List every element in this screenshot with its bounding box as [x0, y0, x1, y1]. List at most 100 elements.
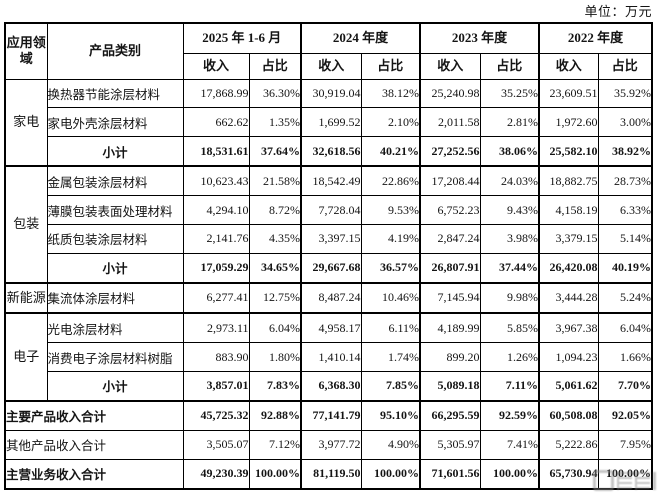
row-label: 小计: [46, 136, 184, 167]
watermark-logo-icon: [593, 470, 614, 491]
table-body: 家电 换热器节能涂层材料 17,868.99 36.30% 30,919.04 38.12…: [4, 78, 653, 490]
row-label: 小计: [46, 370, 184, 402]
unit-label: 单位：万元: [584, 4, 652, 19]
header-share: 占比: [597, 52, 653, 80]
share-value: 6.11%: [360, 312, 421, 344]
row-label: 光电涂层材料: [46, 312, 184, 344]
share-value: 7.41%: [479, 430, 540, 460]
revenue-value: 2,847.24: [419, 224, 481, 254]
revenue-value: 81,119.50: [300, 458, 362, 490]
table-row: 包装 金属包装涂层材料 10,623.43 21.58% 18,542.49 22.86%…: [4, 165, 653, 284]
revenue-value: 8,487.24: [300, 281, 362, 314]
table-row: 主要产品收入合计 45,725.32 92.88% 77,141.79 95.10% 66…: [4, 399, 653, 431]
share-value: 38.92%: [597, 136, 653, 167]
revenue-value: 23,609.51: [538, 78, 599, 109]
share-value: 100.00%: [360, 458, 421, 490]
share-value: 1.35%: [248, 107, 302, 138]
share-value: 92.88%: [248, 399, 302, 431]
share-value: 40.19%: [597, 252, 653, 284]
row-label: 主要产品收入合计: [4, 399, 184, 431]
revenue-value: 7,145.94: [419, 281, 481, 314]
revenue-table: 应用领域 产品类别 2025 年 1-6 月 2024 年度 2023 年度 2…: [4, 22, 654, 490]
share-value: 24.03%: [479, 165, 540, 197]
revenue-value: 3,444.28: [538, 281, 599, 314]
share-value: 7.85%: [360, 370, 421, 402]
row-label: 金属包装涂层材料: [46, 165, 184, 197]
share-value: 6.33%: [597, 195, 653, 225]
header-app-field: 应用领域: [4, 22, 48, 80]
share-value: 6.04%: [248, 312, 302, 344]
revenue-value: 5,061.62: [538, 370, 599, 402]
header-revenue: 收入: [419, 52, 481, 80]
header-revenue: 收入: [182, 52, 250, 80]
table-row: 家电 换热器节能涂层材料 17,868.99 36.30% 30,919.04 38.12…: [4, 78, 653, 167]
header-share: 占比: [248, 52, 302, 80]
revenue-value: 5,305.97: [419, 430, 481, 460]
row-label: 换热器节能涂层材料: [46, 78, 184, 109]
share-value: 5.24%: [597, 281, 653, 314]
table-row: 小计 3,857.01 7.83% 6,368.30 7.85% 5,089.18 7.11…: [5, 370, 653, 402]
revenue-value: 7,728.04: [300, 195, 362, 225]
share-value: 40.21%: [360, 136, 421, 167]
revenue-value: 3,379.15: [538, 224, 599, 254]
header-period: 2022 年度: [538, 22, 653, 54]
header-period: 2025 年 1-6 月: [182, 22, 302, 54]
share-value: 100.00%: [479, 458, 540, 490]
header-share: 占比: [479, 52, 540, 80]
share-value: 7.83%: [248, 370, 302, 402]
revenue-value: 77,141.79: [300, 399, 362, 431]
table-row: 纸质包装涂层材料 2,141.76 4.35% 3,397.15 4.19% 2,847.…: [5, 224, 653, 254]
share-value: 5.85%: [479, 312, 540, 344]
table-row: 主营业务收入合计 49,230.39 100.00% 81,119.50 100.00%…: [4, 458, 653, 490]
share-value: 92.05%: [597, 399, 653, 431]
revenue-value: 2,973.11: [182, 312, 250, 344]
revenue-value: 45,725.32: [182, 399, 250, 431]
share-value: 35.25%: [479, 78, 540, 109]
watermark-glyph: [617, 471, 632, 490]
row-label: 集流体涂层材料: [46, 281, 184, 314]
row-label: 薄膜包装表面处理材料: [46, 195, 184, 225]
revenue-value: 1,094.23: [538, 342, 599, 372]
revenue-value: 1,410.14: [300, 342, 362, 372]
revenue-value: 25,582.10: [538, 136, 599, 167]
table-row: 其他产品收入合计 3,505.07 7.12% 3,977.72 4.90% 5,305.…: [4, 430, 653, 460]
share-value: 7.12%: [248, 430, 302, 460]
revenue-value: 49,230.39: [182, 458, 250, 490]
header-revenue: 收入: [538, 52, 599, 80]
row-label: 家电外壳涂层材料: [46, 107, 184, 138]
share-value: 9.43%: [479, 195, 540, 225]
revenue-value: 32,618.56: [300, 136, 362, 167]
share-value: 9.53%: [360, 195, 421, 225]
table-row: 消费电子涂层材料树脂 883.90 1.80% 1,410.14 1.74% 899.20…: [5, 342, 653, 372]
share-value: 9.98%: [479, 281, 540, 314]
row-label: 其他产品收入合计: [4, 430, 184, 460]
revenue-value: 17,868.99: [182, 78, 250, 109]
revenue-value: 60,508.08: [538, 399, 599, 431]
share-value: 12.75%: [248, 281, 302, 314]
revenue-value: 30,919.04: [300, 78, 362, 109]
revenue-value: 4,294.10: [182, 195, 250, 225]
header-row-subcolumns: 收入 占比 收入 占比 收入 占比 收入 占比: [5, 52, 653, 80]
table-row: 新能源 集流体涂层材料 6,277.41 12.75% 8,487.24 10.46% 7,…: [4, 281, 653, 314]
revenue-value: 26,420.08: [538, 252, 599, 284]
header-row-periods: 应用领域 产品类别 2025 年 1-6 月 2024 年度 2023 年度 2…: [4, 22, 653, 80]
share-value: 100.00%: [248, 458, 302, 490]
revenue-value: 3,857.01: [182, 370, 250, 402]
share-value: 35.92%: [597, 78, 653, 109]
revenue-value: 3,505.07: [182, 430, 250, 460]
header-product-category: 产品类别: [46, 22, 184, 80]
revenue-value: 25,240.98: [419, 78, 481, 109]
revenue-value: 4,958.17: [300, 312, 362, 344]
revenue-value: 6,277.41: [182, 281, 250, 314]
revenue-value: 2,011.58: [419, 107, 481, 138]
application-field-cell: 新能源: [4, 281, 48, 314]
share-value: 37.64%: [248, 136, 302, 167]
header-revenue: 收入: [300, 52, 362, 80]
revenue-value: 10,623.43: [182, 165, 250, 197]
share-value: 92.59%: [479, 399, 540, 431]
table-row: 薄膜包装表面处理材料 4,294.10 8.72% 7,728.04 9.53% 6,75…: [5, 195, 653, 225]
revenue-value: 18,531.61: [182, 136, 250, 167]
revenue-value: 662.62: [182, 107, 250, 138]
revenue-value: 66,295.59: [419, 399, 481, 431]
